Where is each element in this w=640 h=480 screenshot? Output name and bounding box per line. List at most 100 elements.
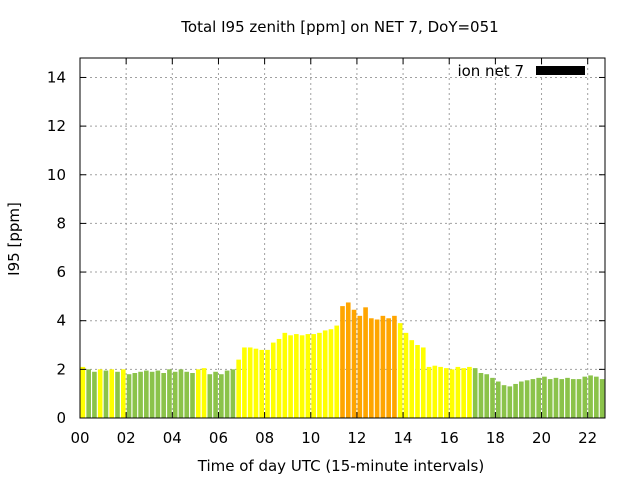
bar: [109, 369, 115, 418]
bar: [299, 335, 305, 418]
bar: [369, 318, 374, 418]
bar: [317, 332, 322, 418]
bar: [559, 379, 565, 418]
bar: [115, 371, 120, 418]
bar: [219, 374, 224, 418]
bar: [184, 371, 190, 418]
bar: [386, 318, 391, 418]
bar: [565, 377, 570, 418]
bar: [472, 368, 478, 418]
bar: [161, 373, 166, 418]
bar: [501, 385, 507, 418]
bar: [363, 307, 368, 418]
bar-series: [80, 302, 605, 418]
bar: [553, 377, 559, 418]
bar: [374, 319, 380, 418]
y-tick-label: 14: [47, 68, 66, 86]
x-tick-label: 12: [347, 429, 366, 447]
axis-ticks: [79, 58, 605, 419]
x-tick-label: 02: [117, 429, 136, 447]
y-tick-labels: 0 2 4 6 8 10 12 14: [47, 68, 66, 427]
bar: [167, 369, 172, 418]
bar: [426, 366, 432, 418]
bar: [172, 371, 178, 418]
bar: [519, 381, 524, 418]
bar: [397, 323, 403, 418]
bar: [144, 370, 149, 418]
bar: [224, 370, 230, 418]
bar: [213, 371, 218, 418]
bar: [570, 379, 576, 418]
x-tick-label: 18: [486, 429, 505, 447]
bar: [236, 359, 241, 418]
bar: [594, 376, 599, 418]
bar: [132, 373, 138, 418]
bar: [461, 368, 466, 418]
bar: [120, 369, 126, 418]
bar: [403, 332, 409, 418]
x-tick-label: 08: [255, 429, 274, 447]
bar: [305, 334, 311, 418]
bar: [467, 366, 472, 418]
y-tick-label: 8: [56, 214, 66, 232]
x-tick-label: 04: [163, 429, 182, 447]
legend: ion net 7: [457, 62, 585, 80]
bar: [230, 369, 236, 418]
bar: [190, 373, 195, 418]
x-tick-label: 06: [209, 429, 228, 447]
bar: [103, 370, 109, 418]
bar: [438, 366, 443, 418]
bar: [92, 371, 97, 418]
bar: [420, 347, 426, 418]
bar: [328, 329, 334, 418]
bar: [455, 366, 461, 418]
bar: [265, 349, 270, 418]
legend-label: ion net 7: [457, 62, 524, 80]
bar: [178, 369, 184, 418]
x-tick-label: 10: [301, 429, 320, 447]
bar: [340, 306, 345, 418]
x-tick-label: 14: [394, 429, 413, 447]
bar: [588, 375, 593, 418]
bar: [97, 369, 103, 418]
x-tick-label: 00: [70, 429, 89, 447]
bar: [322, 330, 328, 418]
bar: [432, 365, 438, 418]
x-tick-labels: 00 02 04 06 08 10 12 14 16 18 20 22: [70, 429, 597, 447]
plot-frame: [79, 57, 606, 419]
bar: [490, 377, 495, 418]
bar: [449, 369, 455, 418]
x-tick-label: 20: [532, 429, 551, 447]
y-tick-label: 4: [56, 312, 66, 330]
bar: [195, 369, 201, 418]
x-tick-label: 16: [440, 429, 459, 447]
bar: [80, 366, 86, 418]
bar: [530, 379, 536, 418]
bar: [126, 374, 132, 418]
bar: [242, 347, 247, 418]
y-tick-label: 2: [56, 360, 66, 378]
x-axis-label: Time of day UTC (15-minute intervals): [197, 457, 484, 475]
bar: [294, 334, 299, 418]
bar: [155, 370, 161, 418]
y-tick-label: 12: [47, 117, 66, 135]
bar: [513, 383, 518, 418]
chart-title: Total I95 zenith [ppm] on NET 7, DoY=051: [180, 18, 498, 36]
bar: [582, 376, 588, 418]
bar: [576, 379, 582, 418]
y-tick-label: 10: [47, 166, 66, 184]
bar: [507, 386, 513, 418]
bar: [138, 371, 143, 418]
y-tick-label: 0: [56, 409, 66, 427]
bar: [478, 373, 484, 418]
grid-lines: [80, 58, 605, 418]
bar: [599, 379, 605, 418]
bar: [351, 309, 357, 418]
bar: [524, 380, 530, 418]
bar: [345, 302, 351, 418]
bar: [149, 371, 155, 418]
bar: [270, 342, 276, 418]
bar: [276, 338, 282, 418]
bar: [415, 345, 420, 418]
